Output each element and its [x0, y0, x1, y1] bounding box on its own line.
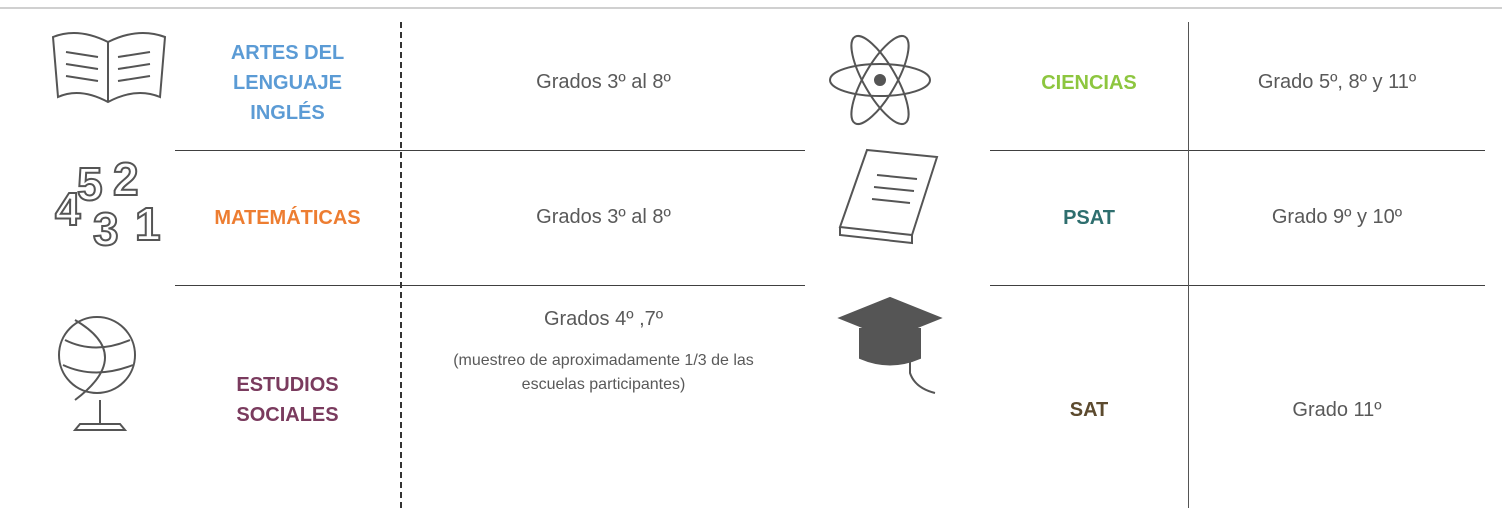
numbers-icon: 4 5 2 3 1 — [54, 152, 162, 250]
grades-note: (muestreo de aproximadamente 1/3 de las … — [453, 352, 754, 393]
grades-cell: Grados 3º al 8º — [402, 150, 805, 285]
svg-text:4: 4 — [55, 183, 81, 235]
page: Evaluaciones html, body { margin: 0; pad… — [0, 7, 1502, 510]
column-divider — [1188, 22, 1189, 508]
row-divider — [990, 285, 1485, 286]
grades: Grado 11º — [1292, 398, 1382, 421]
subject: CIENCIAS — [1041, 71, 1137, 94]
grades-cell: Grado 5º, 8º y 11º — [1189, 15, 1485, 150]
grades: Grado 5º, 8º y 11º — [1257, 71, 1417, 93]
svg-text:2: 2 — [113, 153, 139, 205]
grades: Grados 4º ,7º — [543, 308, 664, 330]
subject-cell: CIENCIAS — [990, 15, 1188, 150]
row-divider — [175, 285, 805, 286]
page-body: {"left": {"rows": [ {"subject": "ARTES D… — [0, 7, 1502, 510]
grades-cell: Grado 11º — [1189, 290, 1485, 530]
subject-cell: PSAT — [990, 150, 1188, 285]
grades-cell: Grado 9º y 10º — [1189, 150, 1485, 285]
exam-book-icon — [838, 148, 939, 245]
globe-icon — [58, 316, 136, 431]
subject: ARTES DEL LENGUAJE INGLÉS — [230, 41, 345, 124]
subject: PSAT — [1063, 206, 1115, 229]
top-border — [0, 7, 1502, 9]
row-divider — [990, 150, 1485, 151]
grades-cell: Grados 4º ,7º (muestreo de aproximadament… — [402, 308, 805, 458]
book-icon — [51, 32, 167, 104]
grades: Grado 9º y 10º — [1271, 206, 1403, 228]
grades: Grados 3º al 8º — [536, 206, 671, 228]
subject-cell: ARTES DEL LENGUAJE INGLÉS — [175, 15, 400, 150]
atom-icon — [829, 34, 931, 126]
grades-cell: Grados 3º al 8º — [402, 15, 805, 150]
subject: ESTUDIOS SOCIALES — [236, 374, 339, 426]
subject: SAT — [1069, 399, 1109, 421]
column-divider — [400, 22, 402, 508]
subject-cell: ESTUDIOS SOCIALES — [175, 290, 400, 510]
svg-text:5: 5 — [77, 158, 103, 210]
graduation-cap-icon — [837, 296, 943, 394]
row-divider — [175, 150, 805, 151]
subject: MATEMÁTICAS — [214, 206, 361, 229]
svg-text:1: 1 — [135, 198, 161, 250]
svg-text:3: 3 — [93, 203, 119, 250]
grades: Grados 3º al 8º — [536, 71, 671, 93]
subject-cell: SAT — [990, 290, 1188, 530]
subject-cell: MATEMÁTICAS — [175, 150, 400, 285]
